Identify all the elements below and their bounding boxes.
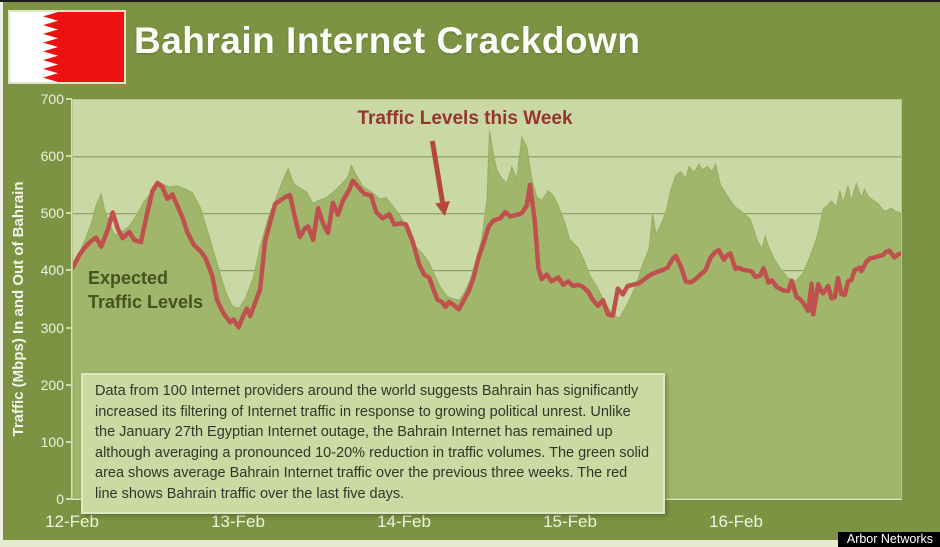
x-tick-16-Feb: 16-Feb [709,512,763,531]
description-box: Data from 100 Internet providers around … [81,373,665,514]
bahrain-flag [8,10,126,84]
y-tick-mark [66,155,72,158]
y-tick-mark [66,498,72,500]
y-tick-700: 700 [40,91,64,107]
x-tick-14-Feb: 14-Feb [377,512,431,531]
frame-left-edge [0,2,3,547]
y-tick-0: 0 [56,491,64,507]
annotation-traffic-this-week: Traffic Levels this Week [357,108,573,129]
y-tick-400: 400 [40,262,64,279]
description-text: Data from 100 Internet providers around … [95,383,650,502]
y-tick-500: 500 [40,205,64,222]
label-expected-traffic: Expected Traffic Levels [88,266,203,314]
y-tick-mark [66,383,72,386]
y-tick-600: 600 [40,148,64,165]
y-tick-mark [66,269,72,272]
arbor-networks-watermark: Arbor Networks [837,532,940,547]
y-axis-title: Traffic (Mbps) In and Out of Bahrain [10,181,27,437]
label-expected-line1: Expected [88,268,169,288]
frame-bottom-edge [0,540,940,547]
y-tick-mark [66,440,72,443]
label-expected-line2: Traffic Levels [88,292,204,312]
bahrain-flag-image [10,12,124,82]
x-tick-13-Feb: 13-Feb [211,512,265,531]
page-title: Bahrain Internet Crackdown [134,20,641,61]
header: Bahrain Internet Crackdown [0,2,940,98]
x-tick-15-Feb: 15-Feb [543,512,597,531]
y-tick-mark [66,98,72,100]
y-tick-200: 200 [40,376,64,393]
y-tick-300: 300 [40,319,64,336]
y-tick-mark [66,212,72,215]
y-tick-mark [66,326,72,329]
x-tick-12-Feb: 12-Feb [45,512,99,531]
y-tick-100: 100 [40,433,64,450]
